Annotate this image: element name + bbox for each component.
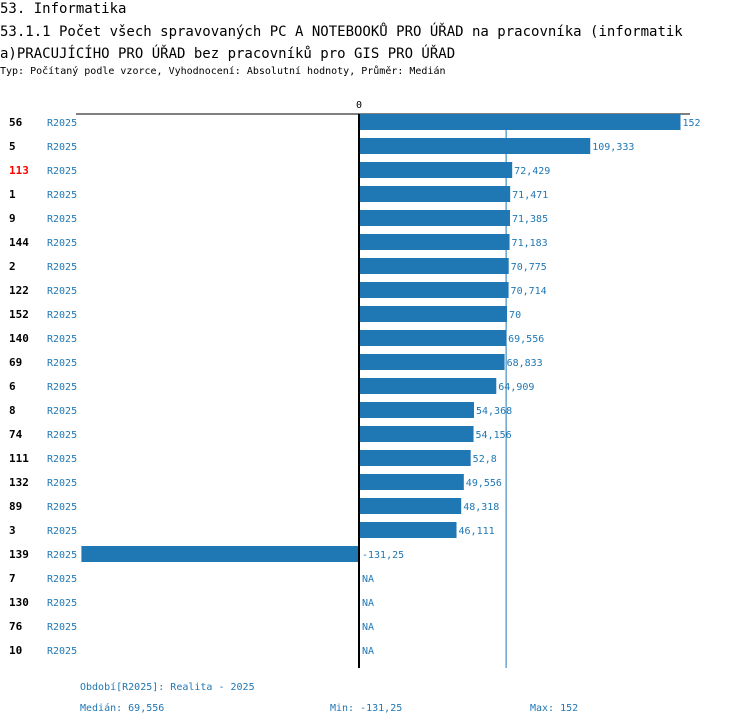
bar	[359, 498, 462, 514]
bar	[359, 234, 510, 250]
bar	[359, 354, 505, 370]
row-id-label: 56	[9, 116, 23, 129]
row-period-label: R2025	[47, 142, 77, 153]
value-label: -131,25	[362, 550, 404, 561]
bar	[359, 402, 474, 418]
row-id-label: 6	[9, 380, 16, 393]
row-period-label: R2025	[47, 358, 77, 369]
section-title: 53. Informatika	[0, 1, 127, 17]
row-period-label: R2025	[47, 286, 77, 297]
bar	[359, 522, 457, 538]
row-period-label: R2025	[47, 118, 77, 129]
value-label: 70,775	[511, 262, 547, 273]
bar	[359, 138, 591, 154]
bar	[359, 330, 507, 346]
row-period-label: R2025	[47, 598, 77, 609]
footer-max: Max: 152	[530, 703, 579, 714]
bar	[359, 426, 474, 442]
value-label: 49,556	[466, 478, 502, 489]
row-period-label: R2025	[47, 190, 77, 201]
row-id-label: 76	[9, 620, 23, 633]
bar	[359, 258, 509, 274]
value-label: 71,385	[512, 214, 548, 225]
value-label: 109,333	[592, 142, 634, 153]
row-id-label: 2	[9, 260, 16, 273]
row-id-label: 89	[9, 500, 22, 513]
row-period-label: R2025	[47, 574, 77, 585]
bar	[359, 282, 509, 298]
row-period-label: R2025	[47, 214, 77, 225]
row-id-label: 8	[9, 404, 16, 417]
chart-subtitle: Typ: Počítaný podle vzorce, Vyhodnocení:…	[0, 66, 446, 77]
row-period-label: R2025	[47, 430, 77, 441]
row-period-label: R2025	[47, 454, 77, 465]
row-id-label: 139	[9, 548, 29, 561]
row-id-label: 7	[9, 572, 16, 585]
row-period-label: R2025	[47, 646, 77, 657]
value-label: NA	[362, 574, 374, 585]
row-period-label: R2025	[47, 478, 77, 489]
bar	[359, 450, 471, 466]
row-id-label: 152	[9, 308, 29, 321]
value-label: 48,318	[463, 502, 499, 513]
value-label: 72,429	[514, 166, 550, 177]
value-label: 54,368	[476, 406, 512, 417]
value-label: 69,556	[508, 334, 544, 345]
row-period-label: R2025	[47, 502, 77, 513]
footer-period: Období[R2025]: Realita - 2025	[80, 682, 255, 693]
row-id-label: 111	[9, 452, 29, 465]
bar	[359, 162, 513, 178]
row-id-label: 132	[9, 476, 29, 489]
chart-title: 53.1.1 Počet všech spravovaných PC A NOT…	[0, 24, 683, 62]
bar	[359, 186, 511, 202]
value-label: 64,909	[498, 382, 534, 393]
value-label: NA	[362, 646, 374, 657]
value-label: 152	[682, 118, 700, 129]
row-id-label: 10	[9, 644, 22, 657]
row-id-label: 113	[9, 164, 29, 177]
bar	[359, 378, 497, 394]
bar	[359, 474, 464, 490]
row-id-label: 3	[9, 524, 16, 537]
row-id-label: 5	[9, 140, 16, 153]
row-period-label: R2025	[47, 238, 77, 249]
row-id-label: 9	[9, 212, 16, 225]
footer-min: Min: -131,25	[330, 703, 403, 714]
zero-tick-label: 0	[356, 100, 362, 111]
bar-chart: 0 56 R2025 152 5 R2025 109,333 113 R2025 72,429 1 R…	[9, 100, 701, 668]
bar	[81, 546, 359, 562]
row-period-label: R2025	[47, 526, 77, 537]
bar	[359, 306, 508, 322]
row-id-label: 74	[9, 428, 23, 441]
footer-median: Medián: 69,556	[80, 703, 165, 714]
row-id-label: 1	[9, 188, 16, 201]
value-label: 68,833	[507, 358, 543, 369]
row-id-label: 69	[9, 356, 22, 369]
value-label: 52,8	[473, 454, 497, 465]
row-id-label: 140	[9, 332, 29, 345]
value-label: NA	[362, 598, 374, 609]
row-period-label: R2025	[47, 622, 77, 633]
row-period-label: R2025	[47, 310, 77, 321]
row-period-label: R2025	[47, 166, 77, 177]
bar	[359, 114, 681, 130]
value-label: 70	[509, 310, 521, 321]
value-label: 71,471	[512, 190, 548, 201]
value-label: 71,183	[512, 238, 548, 249]
row-period-label: R2025	[47, 406, 77, 417]
row-period-label: R2025	[47, 262, 77, 273]
row-id-label: 122	[9, 284, 29, 297]
row-period-label: R2025	[47, 334, 77, 345]
row-period-label: R2025	[47, 550, 77, 561]
value-label: NA	[362, 622, 374, 633]
value-label: 70,714	[511, 286, 547, 297]
value-label: 54,156	[476, 430, 512, 441]
row-period-label: R2025	[47, 382, 77, 393]
row-id-label: 130	[9, 596, 29, 609]
row-id-label: 144	[9, 236, 29, 249]
bar	[359, 210, 510, 226]
value-label: 46,111	[459, 526, 495, 537]
